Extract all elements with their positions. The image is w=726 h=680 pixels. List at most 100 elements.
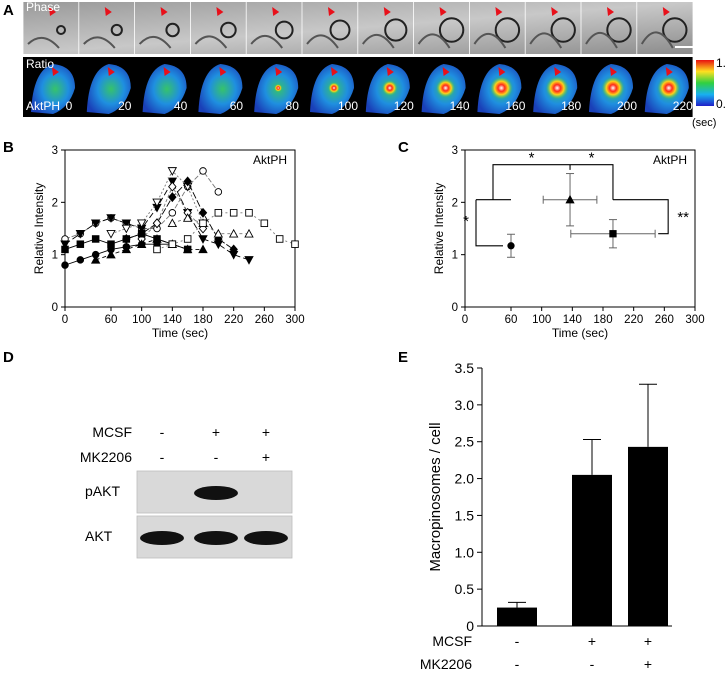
- data-point: [183, 235, 192, 243]
- phase-contrast-row: [22, 2, 693, 54]
- data-point: [199, 219, 207, 228]
- panel-letter-b: B: [3, 139, 14, 156]
- ratio-hotspot: [382, 80, 398, 96]
- time-label: 40: [174, 99, 188, 113]
- time-label: 80: [286, 99, 300, 113]
- x-tick-label: 0: [62, 314, 68, 326]
- data-point: [229, 244, 238, 255]
- y-tick-label: 2.0: [455, 471, 475, 487]
- data-point: [76, 256, 85, 264]
- time-labels: 0 20 40 60 80 100 120 140 160 180 200 220: [66, 99, 693, 113]
- data-point: [61, 245, 69, 254]
- time-label: 200: [617, 99, 637, 113]
- red-arrowhead-icon: [163, 67, 171, 76]
- bar: [628, 446, 668, 626]
- x-tick-label: 0: [462, 314, 468, 326]
- data-point: [167, 167, 178, 176]
- phase-cell-edge: [250, 35, 284, 49]
- data-point: [90, 219, 101, 229]
- mean-point: [542, 173, 598, 227]
- x-tick-label: 220: [224, 314, 243, 326]
- condition-label: MK2206: [420, 656, 472, 672]
- bracket: [492, 164, 614, 200]
- phase-row-label: Phase: [26, 0, 60, 14]
- data-point: [229, 209, 238, 217]
- data-point: [76, 240, 85, 248]
- time-label: 120: [394, 99, 414, 113]
- phase-cell-edge: [362, 34, 395, 49]
- y-tick-label: 1.5: [455, 507, 475, 523]
- data-point: [182, 213, 193, 222]
- phase-cell-edge: [194, 35, 228, 49]
- red-arrowhead-icon: [219, 67, 227, 76]
- phase-cell-outline: [662, 17, 688, 43]
- data-point: [245, 209, 253, 217]
- treatment-sign: -: [160, 424, 165, 440]
- red-arrowhead-icon: [386, 67, 394, 76]
- red-arrowhead-icon: [439, 7, 447, 16]
- data-point: [153, 245, 161, 254]
- y-axis-label: Macropinosomes / cell: [427, 422, 444, 571]
- y-tick-label: 2: [452, 197, 458, 209]
- blot-label: pAKT: [85, 483, 120, 499]
- condition-sign: -: [515, 656, 520, 672]
- data-point: [199, 167, 207, 175]
- ratio-cell: [31, 64, 75, 114]
- treatment-sign: -: [214, 449, 219, 465]
- x-tick-label: 300: [685, 314, 704, 326]
- red-arrowhead-icon: [665, 67, 673, 76]
- series-open-diamond: [137, 181, 208, 244]
- data-point: [228, 228, 239, 238]
- phase-cell-outline: [110, 23, 123, 37]
- phase-cell-edge: [306, 34, 339, 49]
- x-tick-label: 100: [532, 314, 551, 326]
- data-point: [214, 209, 223, 217]
- data-point: [152, 234, 162, 243]
- condition-sign: -: [515, 633, 520, 649]
- y-tick-label: 3: [452, 145, 458, 157]
- x-tick-label: 140: [163, 314, 182, 326]
- phase-cell-edge: [417, 33, 451, 49]
- bracket: [475, 199, 503, 247]
- series-line: [95, 238, 203, 261]
- red-arrowhead-icon: [554, 67, 562, 76]
- data-point: [61, 261, 69, 269]
- scale-bar: [675, 46, 693, 48]
- probe-label: AktPH: [253, 153, 287, 167]
- ratio-row-label: Ratio: [26, 57, 54, 71]
- x-tick-label: 180: [593, 314, 612, 326]
- significance-brackets: * ** **: [463, 150, 689, 247]
- data-point: [168, 192, 177, 203]
- time-unit-label: (sec): [692, 117, 716, 129]
- x-tick-label: 60: [505, 314, 518, 326]
- panel-letter-e: E: [398, 349, 408, 366]
- data-point: [275, 235, 284, 243]
- plot-frame: [464, 149, 696, 308]
- x-tick-label: 220: [624, 314, 643, 326]
- red-arrowhead-icon: [160, 7, 168, 16]
- ratio-cell: [198, 64, 243, 114]
- data-point: [107, 240, 115, 248]
- data-point: [136, 239, 147, 248]
- data-point: [244, 228, 254, 238]
- data-point: [507, 242, 515, 250]
- data-point: [214, 188, 223, 196]
- time-label: 20: [118, 99, 132, 113]
- x-tick-label: 100: [132, 314, 151, 326]
- data-point: [106, 229, 116, 239]
- y-tick-label: 3: [52, 145, 58, 157]
- condition-sign: +: [588, 633, 596, 649]
- phase-cell-edge: [138, 36, 172, 49]
- condition-label: MCSF: [432, 633, 472, 649]
- red-arrowhead-icon: [662, 7, 670, 16]
- data-point: [198, 207, 208, 218]
- data-point: [291, 240, 299, 248]
- significance-label: *: [529, 150, 535, 167]
- red-arrowhead-icon: [610, 67, 617, 76]
- treatment-sign: +: [262, 449, 270, 465]
- data-point: [122, 235, 131, 243]
- y-axis-label: Relative Intensity: [432, 183, 446, 274]
- data-point: [183, 176, 192, 187]
- y-tick-label: 3.0: [455, 397, 475, 413]
